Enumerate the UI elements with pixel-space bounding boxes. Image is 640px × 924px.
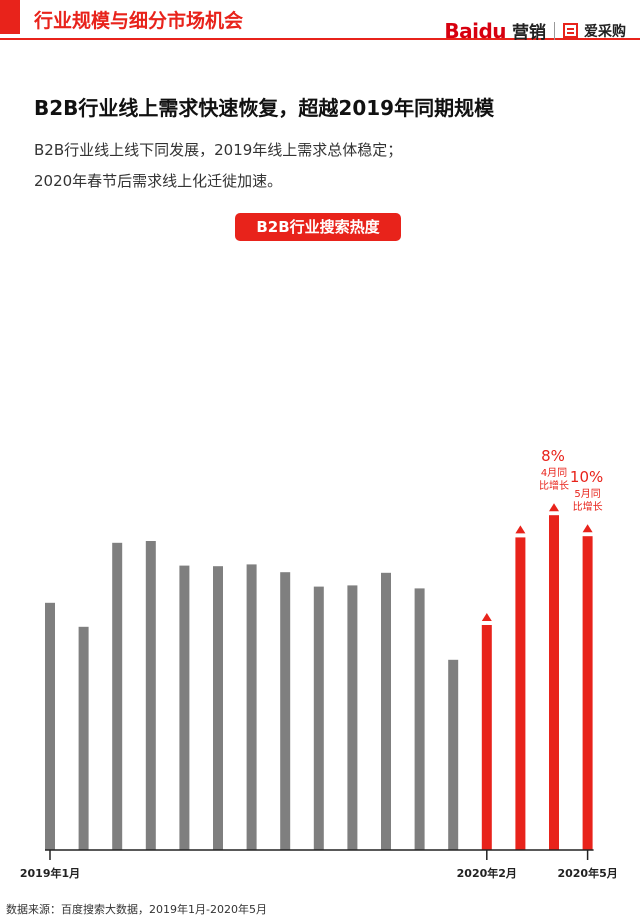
bar-12 bbox=[414, 588, 425, 850]
bar-3 bbox=[112, 542, 123, 850]
annotation-pct-17: 10% bbox=[570, 468, 603, 486]
x-tick-label-17: 2020年5月 bbox=[557, 866, 617, 880]
bar-10 bbox=[347, 585, 358, 850]
bar-marker-14 bbox=[481, 613, 492, 621]
bar-marker-15 bbox=[515, 525, 526, 534]
section-title: 行业规模与细分市场机会 bbox=[34, 10, 244, 32]
aicaigou-icon bbox=[563, 23, 578, 38]
page-headline: B2B行业线上需求快速恢复，超越2019年同期规模 bbox=[34, 96, 495, 120]
bar-15 bbox=[515, 537, 526, 850]
bar-11 bbox=[381, 572, 391, 850]
bar-2 bbox=[78, 626, 89, 850]
bar-14 bbox=[481, 625, 492, 850]
header-accent-block bbox=[0, 0, 20, 34]
annotation-line1-17: 5月同 bbox=[574, 488, 600, 500]
aicaigou-logo-text: 爱采购 bbox=[584, 23, 626, 40]
bar-1 bbox=[45, 602, 55, 850]
bar-8 bbox=[280, 572, 291, 850]
annotation-line2-17: 比增长 bbox=[573, 500, 603, 513]
yingxiao-logo-text: 营销 bbox=[512, 23, 546, 43]
bar-4 bbox=[145, 541, 156, 850]
bar-marker-17 bbox=[582, 524, 593, 533]
annotation-line2-16: 比增长 bbox=[539, 479, 569, 492]
bar-17 bbox=[582, 536, 593, 850]
brand-separator bbox=[554, 21, 555, 40]
bar-9 bbox=[313, 586, 324, 850]
annotation-pct-16: 8% bbox=[541, 447, 565, 465]
bar-16 bbox=[549, 515, 559, 850]
chart-title: B2B行业搜索热度 bbox=[235, 213, 401, 241]
data-source-note: 数据来源：百度搜索大数据，2019年1月-2020年5月 bbox=[6, 903, 267, 916]
baidu-logo: Baidu bbox=[444, 18, 506, 43]
bar-7 bbox=[246, 564, 257, 850]
subtitle-line-2: 2020年春节后需求线上化迁徙加速。 bbox=[34, 172, 283, 190]
bar-marker-16 bbox=[549, 503, 559, 512]
bar-13 bbox=[448, 659, 459, 850]
x-tick-label-1: 2019年1月 bbox=[20, 866, 80, 880]
bar-6 bbox=[213, 566, 223, 850]
annotation-line1-16: 4月同 bbox=[541, 467, 567, 479]
brand-logos: Baidu 营销 爱采购 bbox=[444, 18, 626, 44]
subtitle-line-1: B2B行业线上线下同发展，2019年线上需求总体稳定； bbox=[34, 141, 403, 159]
header-divider bbox=[0, 38, 640, 40]
x-tick-label-14: 2020年2月 bbox=[457, 866, 517, 880]
bar-5 bbox=[179, 565, 190, 850]
top-header: 行业规模与细分市场机会 Baidu 营销 爱采购 bbox=[0, 0, 640, 44]
